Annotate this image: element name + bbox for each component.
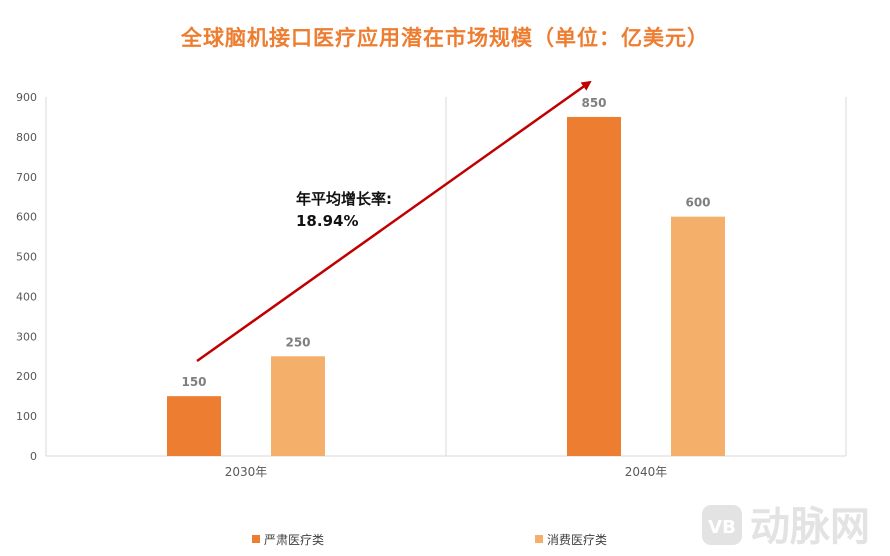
legend: 严肃医疗类 消费医疗类: [252, 533, 607, 547]
y-tick-label: 600: [16, 211, 37, 224]
legend-swatch: [252, 535, 260, 543]
legend-label: 严肃医疗类: [264, 533, 324, 547]
watermark-badge-text: VB: [708, 517, 736, 538]
watermark-text: 动脉网: [750, 504, 870, 550]
growth-arrow: [196, 80, 592, 363]
data-label: 250: [285, 335, 310, 349]
bar: [567, 116, 621, 456]
y-tick-label: 900: [16, 91, 37, 104]
bar: [167, 396, 221, 456]
growth-annotation: 年平均增长率: 18.94%: [196, 80, 592, 363]
axes: 0 100 200 300 400 500 600 700 800 900 2030年 2040年: [16, 91, 847, 479]
y-tick-label: 300: [16, 330, 37, 343]
chart-title: 全球脑机接口医疗应用潜在市场规模（单位：亿美元）: [181, 26, 709, 50]
y-tick-label: 800: [16, 131, 37, 144]
y-tick-label: 500: [16, 251, 37, 264]
x-tick-label: 2030年: [225, 465, 268, 479]
data-label: 850: [581, 96, 606, 110]
growth-label: 年平均增长率:: [296, 190, 392, 208]
data-label: 150: [181, 375, 206, 389]
watermark: VB 动脉网: [702, 504, 870, 550]
data-label: 600: [685, 196, 710, 210]
x-tick-label: 2040年: [625, 465, 668, 479]
data-labels: 150 250 850 600: [181, 96, 710, 389]
y-tick-label: 0: [30, 450, 37, 463]
bar: [271, 356, 325, 456]
y-tick-label: 700: [16, 171, 37, 184]
y-tick-label: 200: [16, 370, 37, 383]
y-tick-label: 400: [16, 290, 37, 303]
legend-label: 消费医疗类: [547, 533, 607, 547]
watermark-badge-icon: [702, 505, 742, 545]
bars: [167, 116, 725, 456]
legend-swatch: [535, 535, 543, 543]
bar: [671, 216, 725, 456]
y-tick-label: 100: [16, 410, 37, 423]
growth-value: 18.94%: [296, 212, 358, 230]
